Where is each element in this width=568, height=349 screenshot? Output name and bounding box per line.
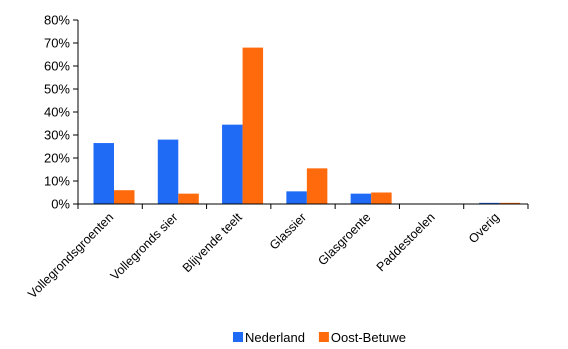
y-tick-label: 50% xyxy=(44,82,70,97)
y-tick-label: 60% xyxy=(44,59,70,74)
x-tick-label: Vollegrondsgroenten xyxy=(25,210,116,301)
legend-swatch xyxy=(318,332,329,342)
y-tick-label: 80% xyxy=(44,13,70,28)
bar-nederland xyxy=(157,139,179,204)
axes xyxy=(77,20,529,209)
bar-nederland xyxy=(93,143,114,204)
x-tick-label: Overig xyxy=(466,210,502,246)
bar-oost-betuwe xyxy=(499,202,521,204)
y-tick-label: 40% xyxy=(44,105,70,120)
y-axis-ticks: 0% 10% 20% 30% 40% 50% 60% 70% 80% xyxy=(44,13,78,212)
y-tick-label: 20% xyxy=(44,151,70,166)
bar-oost-betuwe xyxy=(178,193,199,204)
y-tick-label: 70% xyxy=(44,36,70,51)
bar-oost-betuwe xyxy=(242,47,264,204)
legend-label: Oost-Betuwe xyxy=(331,330,406,345)
bar-nederland xyxy=(479,202,500,204)
bar-nederland xyxy=(222,124,243,204)
bar-oost-betuwe xyxy=(371,192,392,204)
x-tick-label: Paddestoelen xyxy=(374,210,438,274)
y-tick-label: 0% xyxy=(51,197,70,212)
x-tick-label: Blijvende teelt xyxy=(180,210,245,275)
bar-oost-betuwe xyxy=(306,168,328,204)
bar-oost-betuwe xyxy=(114,190,135,204)
x-tick-label: Glassier xyxy=(267,210,309,252)
legend-swatch xyxy=(233,332,243,342)
legend: Nederland Oost-Betuwe xyxy=(233,330,406,345)
bar-nederland xyxy=(350,193,372,204)
x-tick-label: Vollegronds sier xyxy=(108,210,181,283)
bar-nederland xyxy=(286,191,307,204)
legend-label: Nederland xyxy=(245,330,305,345)
bars xyxy=(93,47,521,204)
y-tick-label: 30% xyxy=(44,128,70,143)
y-tick-label: 10% xyxy=(44,174,70,189)
x-tick-label: Glasgroente xyxy=(315,210,373,268)
